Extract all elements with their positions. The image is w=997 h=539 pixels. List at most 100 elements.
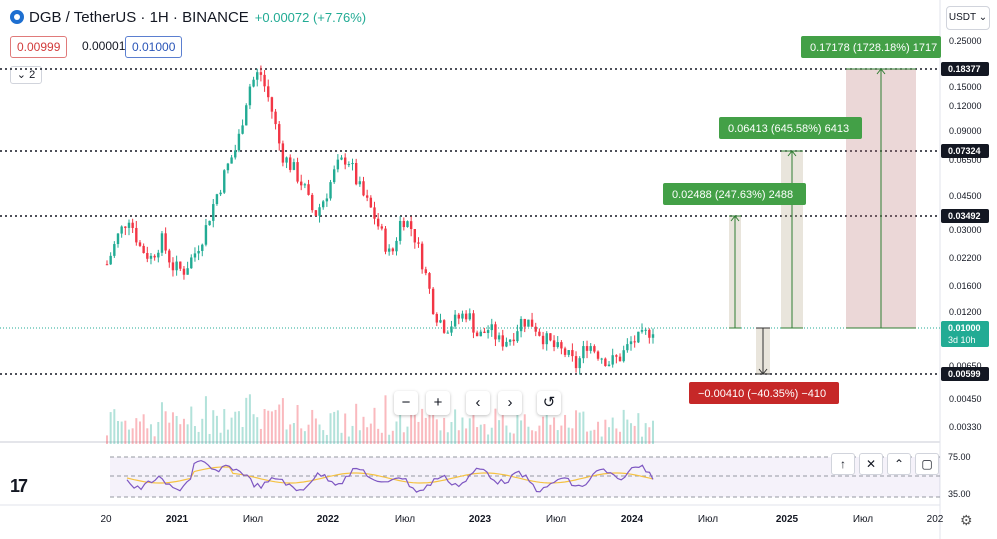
settings-gear-icon[interactable]: ⚙	[960, 512, 973, 528]
candle-body	[461, 313, 464, 319]
candle-body	[116, 233, 120, 245]
candle-body	[582, 346, 585, 359]
candle-body	[182, 268, 186, 275]
candle-body	[142, 245, 145, 254]
volume-bar	[259, 428, 262, 444]
candle-body	[300, 181, 303, 186]
candle-body	[538, 331, 541, 336]
volume-bar	[439, 430, 442, 444]
candle-body	[230, 157, 233, 164]
time-axis-tick: Июл	[698, 514, 718, 525]
price-axis-tick: 0.04500	[949, 191, 982, 201]
candle-body	[516, 331, 519, 342]
sell-price-button[interactable]: 0.00999	[10, 36, 68, 58]
volume-bar	[234, 411, 237, 444]
scroll-left-button[interactable]: ‹	[466, 391, 490, 415]
candle-body	[417, 242, 420, 244]
candle-body	[138, 242, 142, 246]
candle-body	[362, 181, 365, 196]
measure-label-text: −0.00410 (−40.35%) −410	[698, 388, 826, 400]
volume-bar	[520, 420, 523, 444]
candle-body	[545, 333, 548, 345]
candle-body	[483, 331, 486, 333]
close-pane-button[interactable]: ✕	[859, 453, 883, 475]
volume-bar	[578, 412, 581, 444]
candle-body	[186, 268, 189, 275]
volume-bar	[131, 428, 134, 444]
volume-bar	[106, 435, 108, 444]
volume-bar	[241, 427, 244, 444]
zoom-in-button[interactable]: +	[426, 391, 450, 415]
candle-body	[596, 351, 600, 359]
volume-bar	[479, 424, 482, 444]
buy-price-button[interactable]: 0.01000	[125, 36, 183, 58]
candle-body	[351, 162, 354, 165]
time-axis-tick: 20	[100, 514, 112, 525]
symbol-title[interactable]: DGB / TetherUS · 1H · BINANCE +0.00072 (+…	[10, 9, 366, 26]
volume-bar	[461, 417, 464, 444]
candle-body	[168, 250, 171, 263]
volume-bar	[391, 430, 394, 444]
time-axis-tick: 2022	[317, 514, 340, 525]
candle-body	[479, 331, 482, 337]
zoom-out-button[interactable]: −	[394, 391, 418, 415]
volume-bar	[263, 409, 266, 444]
maximize-pane-button[interactable]: ▢	[915, 453, 939, 475]
candle-body	[626, 344, 629, 351]
candle-body	[618, 356, 622, 362]
candle-body	[369, 197, 373, 208]
price-axis-tick: 0.25000	[949, 36, 982, 46]
candle-body	[571, 350, 574, 357]
volume-bar	[362, 416, 365, 444]
candle-body	[420, 243, 424, 270]
candle-body	[171, 262, 175, 271]
currency-selector[interactable]: USDT ⌄	[946, 6, 990, 30]
candle-body	[278, 124, 281, 144]
volume-bar	[296, 405, 299, 444]
scroll-right-button[interactable]: ›	[498, 391, 522, 415]
measure-label-box	[689, 382, 839, 404]
candle-body	[472, 313, 475, 333]
candle-body	[322, 201, 325, 208]
rsi-axis-tick: 75.00	[948, 452, 971, 462]
volume-bar	[534, 431, 537, 444]
volume-bar	[402, 432, 405, 444]
volume-bar	[652, 420, 654, 444]
indicators-toggle[interactable]: ⌄ 2	[10, 66, 42, 84]
volume-bar	[274, 409, 277, 444]
volume-bar	[571, 428, 574, 444]
volume-bar	[333, 411, 336, 444]
volume-bar	[120, 421, 123, 444]
volume-bar	[505, 425, 508, 444]
rsi-moving-average-line	[126, 466, 654, 484]
candle-body	[406, 221, 409, 228]
volume-bar	[289, 424, 292, 444]
candle-body	[318, 207, 321, 216]
price-axis-tick: 0.02200	[949, 253, 982, 263]
candle-body	[149, 255, 153, 259]
price-axis-tick: 0.12000	[949, 101, 982, 111]
volume-bar	[487, 434, 490, 444]
price-axis-tick: 0.09000	[949, 126, 982, 136]
volume-bar	[318, 424, 321, 444]
candle-body	[197, 250, 200, 254]
reset-chart-button[interactable]: ↺	[537, 391, 561, 415]
volume-bar	[285, 429, 288, 444]
candle-body	[615, 355, 618, 357]
price-level-badge	[941, 144, 989, 158]
volume-bar	[597, 421, 600, 444]
candle-body	[651, 334, 655, 338]
candle-body	[234, 150, 237, 158]
volume-bar	[527, 426, 530, 444]
volume-bar	[457, 430, 460, 444]
volume-bar	[223, 409, 226, 444]
candle-body	[193, 253, 197, 258]
collapse-pane-button[interactable]: ⌃	[887, 453, 911, 475]
candle-body	[248, 86, 252, 106]
candle-body	[296, 162, 299, 182]
move-pane-up-button[interactable]: ↑	[831, 453, 855, 475]
rsi-axis-tick: 35.00	[948, 489, 971, 499]
volume-bar	[633, 425, 636, 444]
candle-body	[402, 220, 406, 228]
